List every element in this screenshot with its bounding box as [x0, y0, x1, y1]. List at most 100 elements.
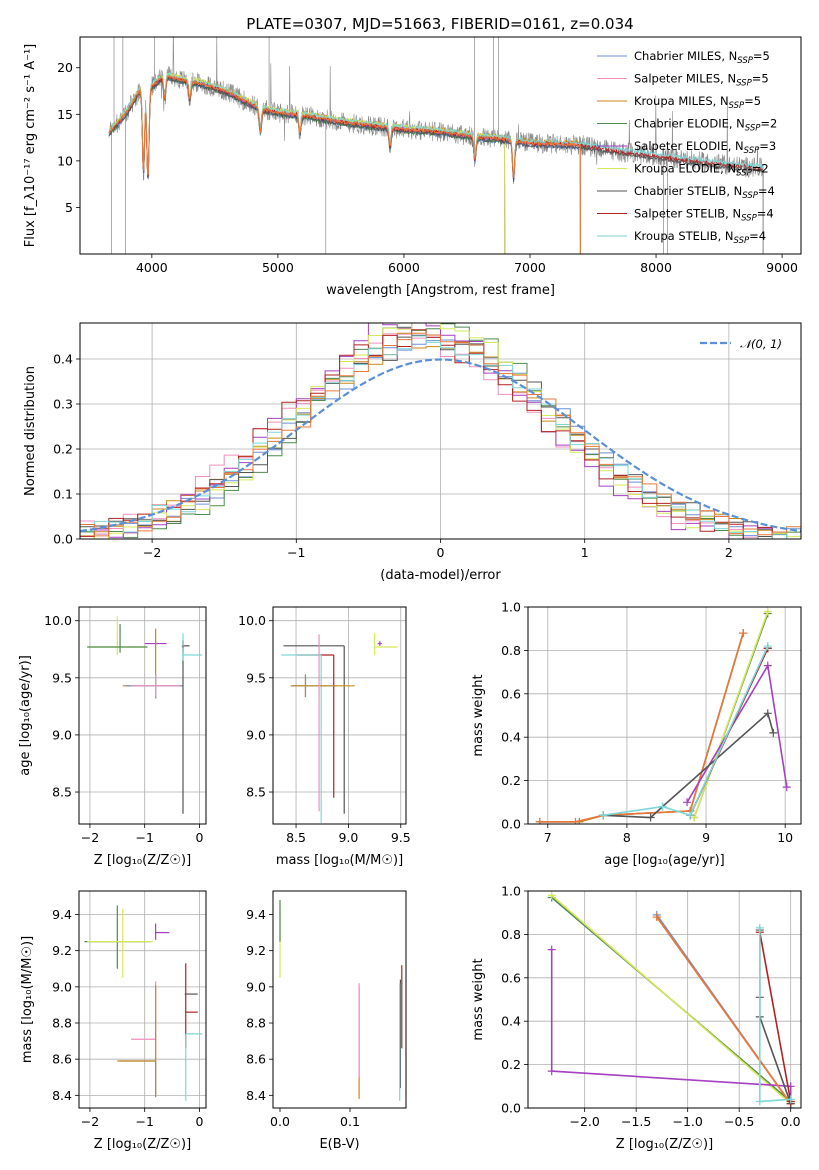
weight-marker [658, 802, 667, 811]
z_vs_mass-xlabel: Z [log₁₀(Z/Z☉)] [94, 1137, 191, 1152]
ebv_vs_mass-ytick-label: 8.6 [246, 1052, 266, 1067]
z_vs_weight-ytick-label: 0.4 [501, 1014, 521, 1029]
z_vs_mass-axes-border [78, 890, 207, 1109]
z_vs_mass-axes-frame [78, 890, 207, 1109]
spectrum-series-line [108, 74, 764, 254]
z_vs_weight-panel: −2.0 −1.5 −1.0 −0.5 0.0 0.0 0.2 0.4 0.6 0.8 1.0 Z [… [471, 884, 802, 1152]
z_vs_age-ytick-label: 9.5 [52, 670, 72, 685]
weight-marker [782, 783, 791, 792]
spectrum-plot-area [108, 37, 764, 254]
z_vs_weight-xtick-label: −2.0 [569, 1114, 599, 1129]
ebv_vs_mass-xtick-label: 0.1 [340, 1114, 360, 1129]
z_vs_age-xtick-label: 0 [195, 830, 203, 845]
weight-marker [547, 945, 556, 954]
age_vs_weight-panel: 7 8 9 10 0.0 0.2 0.4 0.6 0.8 1.0 age [log₁₀(age/yr… [471, 600, 802, 868]
errorbar-point [87, 909, 153, 978]
residuals-ytick-label: 0.4 [53, 352, 73, 367]
ebv_vs_mass-ytick-label: 9.0 [246, 979, 266, 994]
z_vs_weight-ytick-label: 0.8 [501, 927, 521, 942]
z_vs_age-xtick-label: −1 [135, 830, 153, 845]
ebv_vs_mass-ytick-label: 8.8 [246, 1016, 266, 1031]
spectrum-xtick-label: 7000 [514, 260, 546, 275]
z_vs_mass-xtick-label: −2 [81, 1114, 99, 1129]
mass_vs_age-ytick-label: 8.5 [246, 785, 266, 800]
errorbar-point [290, 674, 355, 698]
age_vs_weight-ytick-label: 0.2 [501, 773, 521, 788]
legend-entry-normal: 𝒩(0, 1) [740, 337, 782, 351]
mass_vs_age-ytick-label: 9.5 [246, 670, 266, 685]
age_vs_weight-ytick-label: 0.4 [501, 730, 521, 745]
z_vs_age-axes-frame [78, 606, 207, 825]
age_vs_weight-ylabel: mass weight [471, 674, 486, 756]
errorbar-point [283, 645, 345, 814]
age_vs_weight-xtick-label: 9 [702, 830, 710, 845]
z_vs_mass-plot-area [84, 905, 203, 1101]
z_vs_age-xlabel: Z [log₁₀(Z/Z☉)] [94, 853, 191, 868]
normal-curve [80, 358, 801, 533]
z_vs_weight-ytick-label: 1.0 [501, 884, 521, 899]
age_vs_weight-ytick-label: 0.0 [501, 817, 521, 832]
weight-series-line [603, 645, 769, 817]
z_vs_mass-ytick-label: 8.6 [52, 1052, 72, 1067]
weight-marker [571, 817, 580, 824]
z_vs_weight-ytick-label: 0.6 [501, 970, 521, 985]
errorbar-point [155, 923, 170, 940]
z_vs_age-ytick-label: 8.5 [52, 785, 72, 800]
spectrum-xtick-label: 5000 [262, 260, 294, 275]
weight-marker [755, 1097, 764, 1106]
age_vs_weight-xtick-label: 10 [777, 830, 793, 845]
age_vs_weight-xlabel: age [log₁₀(age/yr)] [604, 853, 725, 868]
legend-entry: Chabrier STELIB, NSSP=4 [634, 184, 775, 201]
z_vs_weight-xlabel: Z [log₁₀(Z/Z☉)] [616, 1137, 713, 1152]
legend-entry: Salpeter MILES, NSSP=5 [634, 72, 769, 89]
residuals-plot-area [80, 323, 801, 539]
weight-series-line [693, 611, 769, 818]
mass_vs_age-ytick-label: 10.0 [238, 613, 266, 628]
mass_vs_age-axes-frame [272, 606, 407, 825]
spectrum-ytick-label: 10 [57, 153, 73, 168]
weight-marker [646, 813, 655, 822]
weight-marker [755, 923, 764, 932]
z_vs_mass-grid [79, 891, 206, 1108]
z_vs_mass-ytick-label: 8.8 [52, 1016, 72, 1031]
z_vs_weight-axes-border [527, 890, 802, 1109]
spectrum-xtick-label: 9000 [766, 260, 798, 275]
weight-marker [763, 642, 772, 651]
ebv_vs_mass-ytick-label: 8.4 [246, 1088, 266, 1103]
weight-marker [683, 798, 692, 807]
age_vs_weight-xtick-label: 7 [544, 830, 552, 845]
mass_vs_age-plot-area [281, 633, 398, 823]
z_vs_age-axes-border [78, 606, 207, 825]
z_vs_mass-ytick-label: 9.4 [52, 907, 72, 922]
weight-series-line [759, 932, 792, 1102]
legend-entry: Kroupa ELODIE, NSSP=2 [634, 162, 769, 179]
weight-series-line [656, 916, 792, 1105]
z_vs_age-panel: −2 −1 0 8.5 9.0 9.5 10.0 Z [log₁₀(Z/Z☉)] age [lo… [18, 606, 207, 868]
residuals-ytick-label: 0.3 [53, 397, 73, 412]
errorbar-point [181, 633, 203, 661]
z_vs_weight-plot-area [547, 891, 795, 1108]
errorbar-point [185, 1033, 203, 1101]
ebv_vs_mass-xtick-label: 0.0 [270, 1114, 290, 1129]
mass_vs_age-xlabel: mass [log₁₀(M/M☉)] [276, 853, 403, 868]
z_vs_mass-ytick-label: 9.0 [52, 979, 72, 994]
weight-marker [739, 629, 748, 638]
residuals-xtick-label: 1 [581, 545, 589, 560]
spectrum-legend: Chabrier MILES, NSSP=5 Salpeter MILES, NS… [597, 49, 777, 246]
weight-marker [652, 913, 661, 922]
legend-entry: Kroupa STELIB, NSSP=4 [634, 229, 766, 246]
errorbar-point [117, 985, 157, 1098]
residuals-xtick-label: 2 [725, 545, 733, 560]
weight-marker [763, 607, 772, 616]
residuals-axes-border [79, 322, 802, 540]
z_vs_mass-ytick-label: 9.2 [52, 943, 72, 958]
ebv_vs_mass-xlabel: E(B-V) [319, 1137, 359, 1152]
z_vs_weight-xtick-label: −1.0 [672, 1114, 702, 1129]
z_vs_weight-ytick-label: 0.0 [501, 1101, 521, 1116]
residuals-panel: −2 −1 0 1 2 0.0 0.1 0.2 0.3 0.4 (data-model)/error… [23, 322, 802, 583]
residuals-xtick-label: −1 [287, 545, 305, 560]
z_vs_age-xtick-label: −2 [81, 830, 99, 845]
ebv_vs_mass-axes-border [272, 890, 407, 1109]
age_vs_weight-xtick-label: 8 [623, 830, 631, 845]
